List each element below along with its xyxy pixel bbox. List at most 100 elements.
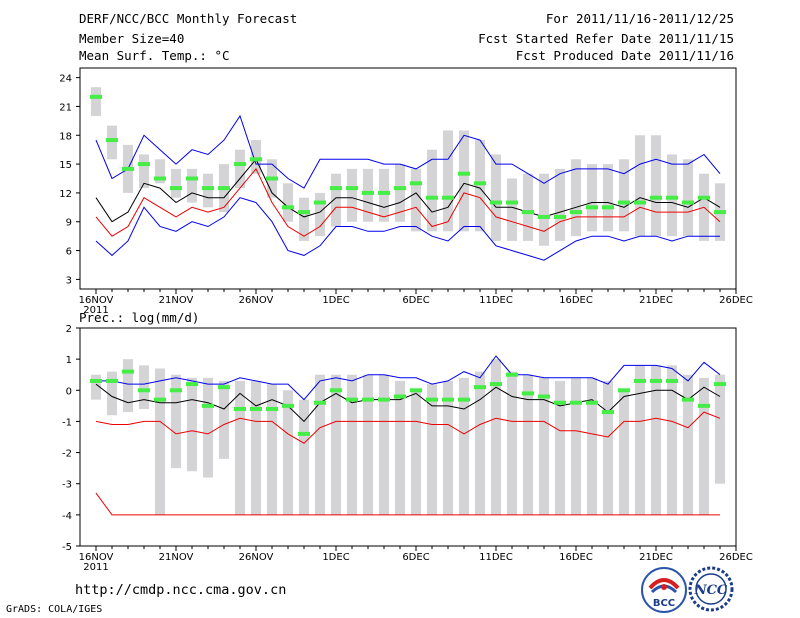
temp-spread-box bbox=[379, 168, 389, 222]
temp-x-tick-label: 1DEC bbox=[322, 295, 349, 306]
prec-spread-box bbox=[699, 377, 709, 515]
temp-observed-marker bbox=[570, 210, 582, 215]
prec-x-tick-label: 21DEC bbox=[639, 552, 673, 563]
produced-date: Fcst Produced Date 2011/11/16 bbox=[515, 48, 734, 63]
prec-x-tick-label: 16DEC bbox=[559, 552, 593, 563]
temp-observed-marker bbox=[426, 195, 438, 200]
temp-observed-marker bbox=[138, 162, 150, 167]
prec-series-upper-bound bbox=[96, 355, 721, 401]
temp-spread-box bbox=[603, 164, 613, 232]
prec-observed-marker bbox=[458, 397, 470, 402]
prec-series-ensemble-mean bbox=[95, 383, 721, 423]
precip-panel-title: Prec.: log(mm/d) bbox=[79, 310, 200, 325]
prec-spread-box bbox=[139, 365, 149, 409]
temp-observed-marker bbox=[714, 210, 726, 215]
temp-observed-marker bbox=[346, 186, 358, 191]
prec-y-tick-label: 1 bbox=[66, 355, 72, 366]
temp-observed-marker bbox=[618, 200, 630, 205]
temp-observed-marker bbox=[474, 181, 486, 186]
prec-observed-marker bbox=[474, 385, 486, 390]
prec-x-tick-label: 26DEC bbox=[719, 552, 753, 563]
prec-spread-box bbox=[603, 380, 613, 515]
prec-y-tick-label: -4 bbox=[62, 511, 72, 522]
prec-observed-marker bbox=[362, 397, 374, 402]
temp-spread-box bbox=[651, 135, 661, 237]
temp-spread-box bbox=[475, 140, 485, 232]
prec-y-tick-label: -5 bbox=[62, 542, 72, 553]
temp-observed-marker bbox=[394, 186, 406, 191]
temp-observed-marker bbox=[314, 200, 326, 205]
temp-spread-box bbox=[619, 159, 629, 232]
member-size-label: Member Size=40 bbox=[79, 31, 185, 46]
temp-spread-box bbox=[235, 149, 245, 189]
prec-y-tick-label: -2 bbox=[62, 449, 72, 460]
temp-spread-box bbox=[571, 159, 581, 237]
prec-spread-box bbox=[475, 371, 485, 515]
prec-spread-box bbox=[283, 390, 293, 515]
temp-spread-box bbox=[107, 125, 117, 160]
temp-observed-marker bbox=[682, 200, 694, 205]
temp-y-tick-label: 6 bbox=[66, 247, 72, 258]
temp-observed-marker bbox=[634, 200, 646, 205]
prec-observed-marker bbox=[666, 378, 678, 383]
temp-observed-marker bbox=[522, 210, 534, 215]
prec-observed-marker bbox=[426, 397, 438, 402]
prec-observed-marker bbox=[602, 410, 614, 415]
prec-spread-box bbox=[347, 374, 357, 515]
temp-series-lower-bound bbox=[95, 197, 720, 261]
prec-spread-box bbox=[459, 377, 469, 515]
prec-spread-box bbox=[107, 371, 117, 416]
grads-credit: GrADS: COLA/IGES bbox=[6, 604, 103, 615]
prec-observed-marker bbox=[410, 388, 422, 393]
temp-observed-marker bbox=[170, 186, 182, 191]
temp-spread-box bbox=[587, 164, 597, 232]
temp-y-tick-label: 9 bbox=[66, 218, 72, 229]
prec-spread-box bbox=[555, 380, 565, 515]
prec-spread-box bbox=[379, 374, 389, 515]
temp-spread-box bbox=[91, 87, 101, 117]
temp-x-tick-label: 26NOV bbox=[239, 295, 274, 306]
prec-observed-marker bbox=[170, 388, 182, 393]
prec-observed-marker bbox=[442, 397, 454, 402]
chart-title: DERF/NCC/BCC Monthly Forecast bbox=[79, 11, 298, 26]
prec-spread-box bbox=[267, 384, 277, 515]
temp-x-tick-label: 21DEC bbox=[639, 295, 673, 306]
prec-observed-marker bbox=[202, 403, 214, 408]
temp-y-tick-label: 12 bbox=[59, 189, 72, 200]
prec-observed-marker bbox=[522, 391, 534, 396]
temp-observed-marker bbox=[154, 176, 166, 181]
prec-spread-box bbox=[251, 380, 261, 515]
temp-spread-box bbox=[395, 164, 405, 222]
prec-spread-box bbox=[683, 374, 693, 515]
prec-spread-box bbox=[507, 371, 517, 515]
prec-observed-marker bbox=[138, 388, 150, 393]
temp-spread-box bbox=[251, 140, 261, 174]
prec-x-tick-label: 16NOV bbox=[79, 552, 114, 563]
prec-observed-marker bbox=[394, 394, 406, 399]
prec-spread-box bbox=[619, 390, 629, 515]
temp-spread-box bbox=[139, 154, 149, 189]
prec-series-lower-bound bbox=[95, 492, 720, 516]
temp-spread-box bbox=[443, 130, 453, 232]
prec-spread-box bbox=[299, 399, 309, 515]
temp-spread-box bbox=[155, 159, 165, 184]
temp-spread-box bbox=[411, 168, 421, 232]
temp-observed-marker bbox=[362, 190, 374, 195]
prec-y-tick-label: 0 bbox=[66, 386, 72, 397]
prec-spread-box bbox=[587, 377, 597, 515]
prec-x-tick-sublabel: 2011 bbox=[83, 562, 108, 573]
temp-spread-box bbox=[283, 183, 293, 222]
temp-spread-box bbox=[555, 168, 565, 241]
temp-spread-box bbox=[171, 168, 181, 198]
prec-observed-marker bbox=[250, 406, 262, 411]
temp-x-tick-sublabel: 2011 bbox=[83, 305, 108, 316]
temp-x-tick-label: 21NOV bbox=[159, 295, 194, 306]
source-url[interactable]: http://cmdp.ncc.cma.gov.cn bbox=[75, 582, 287, 598]
temp-observed-marker bbox=[490, 200, 502, 205]
temp-observed-marker bbox=[218, 186, 230, 191]
prec-observed-marker bbox=[234, 406, 246, 411]
prec-observed-marker bbox=[634, 378, 646, 383]
ncc-logo-text: NCC bbox=[694, 583, 728, 598]
prec-observed-marker bbox=[298, 431, 310, 436]
